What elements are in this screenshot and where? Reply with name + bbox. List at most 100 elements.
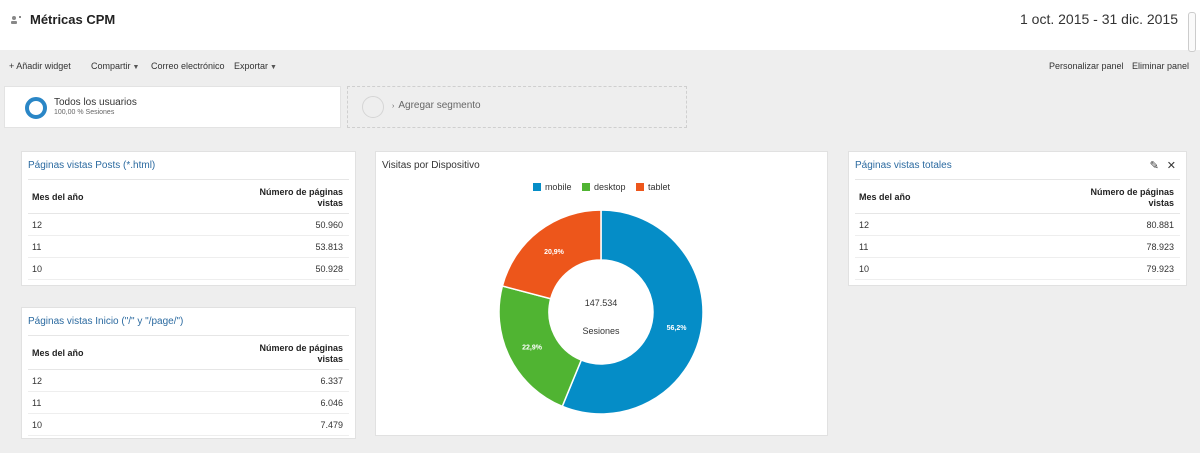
table-header: Mes del año Número de páginas vistas	[855, 180, 1180, 214]
empty-segment-icon	[362, 96, 384, 118]
widget-title[interactable]: Páginas vistas totales	[855, 160, 952, 171]
close-icon[interactable]: ✕	[1166, 160, 1176, 172]
donut-slice-tablet[interactable]	[501, 209, 602, 300]
segment-ring-icon	[25, 97, 47, 119]
month-cell: 11	[32, 398, 42, 408]
column-header-pageviews[interactable]: Número de páginas vistas	[259, 343, 343, 365]
date-range-picker[interactable]: 1 oct. 2015 - 31 dic. 2015	[1020, 11, 1178, 27]
widget-actions: ✎ ✕	[1142, 159, 1176, 172]
table-row: 10 7.479	[28, 414, 349, 436]
widget-title[interactable]: Visitas por Dispositivo	[382, 160, 480, 171]
table-header: Mes del año Número de páginas vistas	[28, 336, 349, 370]
export-menu[interactable]: Exportar ▼	[234, 61, 277, 71]
legend-swatch	[581, 183, 590, 191]
month-cell: 12	[32, 376, 43, 386]
table-row: 10 79.923	[855, 258, 1180, 280]
column-header-month[interactable]: Mes del año	[859, 192, 911, 202]
data-table: Mes del año Número de páginas vistas 12 …	[28, 335, 349, 436]
month-cell: 11	[859, 242, 869, 252]
table-row: 12 6.337	[28, 370, 349, 392]
table-row: 11 53.813	[28, 236, 349, 258]
slice-percent-label: 56,2%	[667, 325, 688, 332]
data-table: Mes del año Número de páginas vistas 12 …	[855, 179, 1180, 280]
legend-swatch	[532, 183, 541, 191]
month-cell: 11	[32, 242, 42, 252]
dashboard-title: Métricas CPM	[30, 12, 116, 27]
pageviews-cell: 50.928	[315, 264, 343, 274]
share-label: Compartir	[91, 61, 131, 71]
chart-legend: mobile desktop tablet	[376, 182, 827, 192]
month-cell: 10	[32, 420, 43, 430]
segment-all-users[interactable]: Todos los usuarios 100,00 % Sesiones	[4, 86, 341, 128]
table-row: 12 50.960	[28, 214, 349, 236]
customize-dashboard-button[interactable]: Personalizar panel	[1049, 61, 1124, 71]
pageviews-cell: 80.881	[1146, 220, 1174, 230]
caret-down-icon: ▼	[132, 64, 140, 71]
month-cell: 12	[32, 220, 43, 230]
donut-slice-mobile[interactable]	[561, 209, 704, 415]
add-segment-button[interactable]: › Agregar segmento	[347, 86, 687, 128]
email-button[interactable]: Correo electrónico	[151, 61, 225, 71]
chevron-right-icon: ›	[392, 103, 395, 110]
table-row: 10 50.928	[28, 258, 349, 280]
donut-chart-wrap: 56,2% 22,9% 20,9% 147.534 Sesiones	[496, 207, 706, 422]
table-row: 11 78.923	[855, 236, 1180, 258]
pageviews-cell: 53.813	[315, 242, 343, 252]
share-menu[interactable]: Compartir ▼	[91, 61, 139, 71]
center-label: Sesiones	[582, 326, 620, 336]
export-label: Exportar	[234, 61, 269, 71]
pageviews-cell: 6.337	[320, 376, 343, 386]
pageviews-cell: 79.923	[1146, 264, 1174, 274]
data-table: Mes del año Número de páginas vistas 12 …	[28, 179, 349, 280]
slice-percent-label: 22,9%	[522, 344, 543, 351]
column-header-line2: vistas	[317, 198, 343, 208]
dashboard-user-icon	[11, 16, 21, 24]
top-bar: Métricas CPM 1 oct. 2015 - 31 dic. 2015	[0, 0, 1200, 52]
caret-down-icon: ▼	[270, 64, 277, 71]
pageviews-cell: 6.046	[320, 398, 343, 408]
table-row: 11 6.046	[28, 392, 349, 414]
legend-label: mobile	[544, 182, 572, 192]
legend-item-mobile[interactable]: mobile	[532, 182, 572, 192]
add-widget-button[interactable]: + Añadir widget	[9, 61, 71, 71]
month-cell: 10	[859, 264, 870, 274]
column-header-month[interactable]: Mes del año	[32, 192, 84, 202]
delete-dashboard-button[interactable]: Eliminar panel	[1132, 61, 1190, 71]
pageviews-cell: 78.923	[1146, 242, 1174, 252]
month-cell: 12	[859, 220, 870, 230]
legend-swatch	[636, 183, 645, 191]
column-header-pageviews[interactable]: Número de páginas vistas	[259, 187, 343, 209]
add-segment-label-wrap: › Agregar segmento	[392, 100, 481, 111]
donut-chart: 56,2% 22,9% 20,9% 147.534 Sesiones	[498, 209, 704, 415]
column-header-month[interactable]: Mes del año	[32, 348, 84, 358]
legend-label: tablet	[648, 182, 671, 192]
table-row: 12 80.881	[855, 214, 1180, 236]
widget-posts-pageviews: Páginas vistas Posts (*.html) Mes del añ…	[21, 151, 356, 286]
edit-pencil-icon[interactable]: ✎	[1149, 160, 1159, 172]
pageviews-cell: 50.960	[315, 220, 343, 230]
slice-percent-label: 20,9%	[544, 249, 565, 256]
segment-name: Todos los usuarios	[54, 97, 137, 108]
segment-sessions-percent: 100,00 % Sesiones	[54, 109, 115, 116]
column-header-line1: Número de páginas	[259, 343, 343, 353]
dashboard-toolbar: + Añadir widget Compartir ▼ Correo electr…	[0, 50, 1200, 82]
widget-title[interactable]: Páginas vistas Posts (*.html)	[28, 160, 156, 171]
column-header-line2: vistas	[317, 354, 343, 364]
table-header: Mes del año Número de páginas vistas	[28, 180, 349, 214]
column-header-pageviews[interactable]: Número de páginas vistas	[1090, 187, 1174, 209]
widget-visits-by-device: Visitas por Dispositivo mobile desktop t…	[375, 151, 828, 436]
widget-home-pageviews: Páginas vistas Inicio ("/" y "/page/") M…	[21, 307, 356, 439]
add-segment-label: Agregar segmento	[398, 100, 481, 111]
center-value: 147.534	[585, 298, 618, 308]
donut-slice-desktop[interactable]	[498, 285, 583, 408]
scrollbar[interactable]	[1188, 12, 1196, 52]
pageviews-cell: 7.479	[320, 420, 343, 430]
legend-item-desktop[interactable]: desktop	[581, 182, 626, 192]
widget-total-pageviews: Páginas vistas totales ✎ ✕ Mes del año Nú…	[848, 151, 1187, 286]
column-header-line1: Número de páginas	[259, 187, 343, 197]
column-header-line1: Número de páginas	[1090, 187, 1174, 197]
widget-title[interactable]: Páginas vistas Inicio ("/" y "/page/")	[28, 316, 184, 327]
legend-item-tablet[interactable]: tablet	[636, 182, 670, 192]
column-header-line2: vistas	[1148, 198, 1174, 208]
month-cell: 10	[32, 264, 43, 274]
